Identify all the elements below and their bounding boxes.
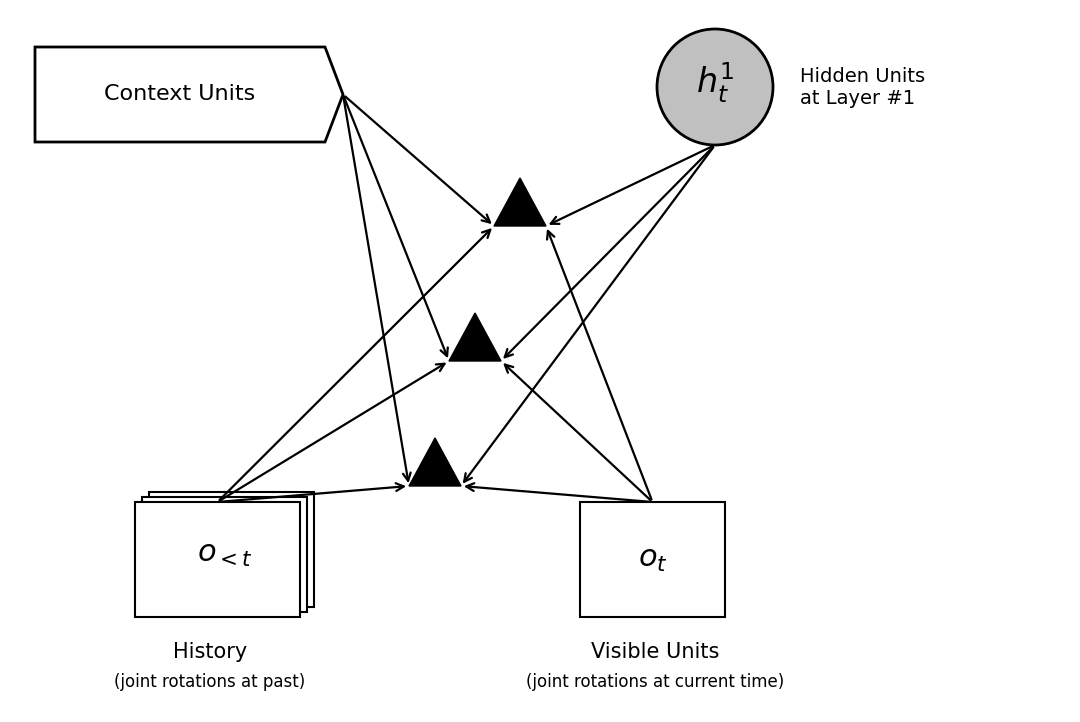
Text: (joint rotations at past): (joint rotations at past) bbox=[114, 673, 306, 691]
Text: (joint rotations at current time): (joint rotations at current time) bbox=[526, 673, 784, 691]
Polygon shape bbox=[494, 178, 546, 226]
Text: $h_t^1$: $h_t^1$ bbox=[696, 61, 734, 105]
Text: Context Units: Context Units bbox=[105, 84, 256, 105]
Text: $o_{<t}$: $o_{<t}$ bbox=[197, 540, 253, 569]
Polygon shape bbox=[449, 313, 501, 361]
FancyBboxPatch shape bbox=[135, 502, 300, 617]
FancyBboxPatch shape bbox=[141, 497, 307, 612]
Circle shape bbox=[657, 29, 773, 145]
FancyBboxPatch shape bbox=[580, 502, 725, 617]
Text: $o_t$: $o_t$ bbox=[637, 545, 667, 574]
Polygon shape bbox=[409, 438, 461, 486]
Polygon shape bbox=[35, 47, 343, 142]
Text: Visible Units: Visible Units bbox=[591, 642, 719, 662]
Text: Hidden Units
at Layer #1: Hidden Units at Layer #1 bbox=[800, 66, 926, 108]
Text: History: History bbox=[173, 642, 247, 662]
FancyBboxPatch shape bbox=[149, 492, 314, 607]
